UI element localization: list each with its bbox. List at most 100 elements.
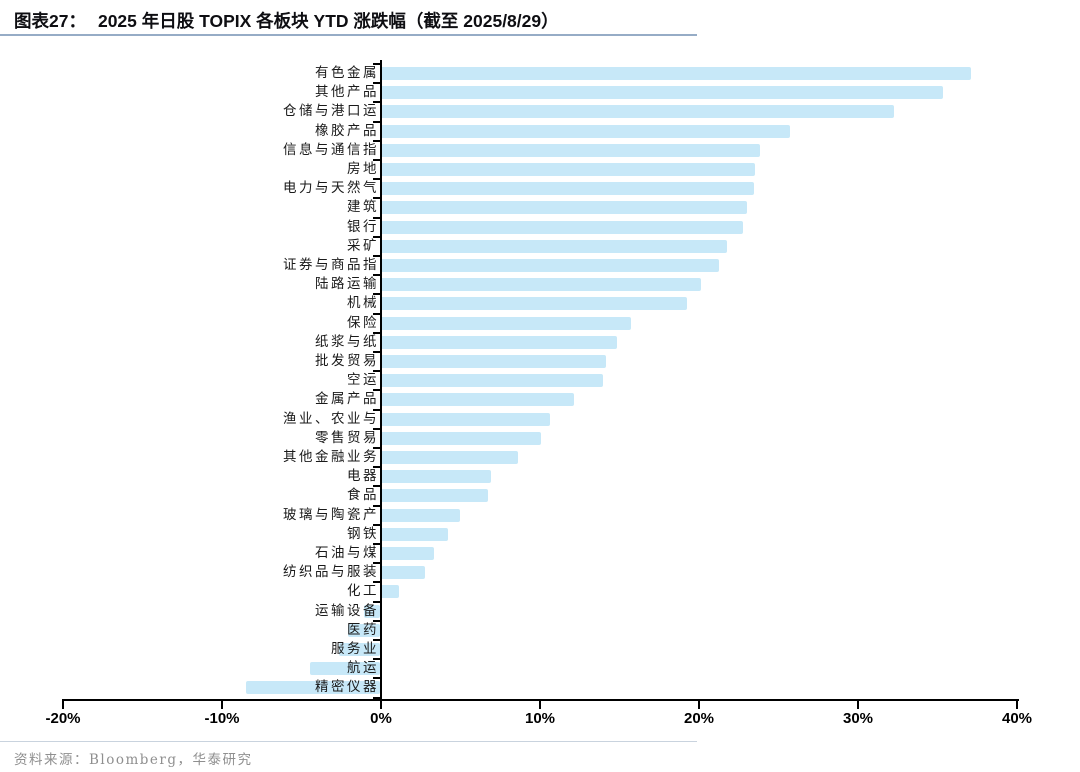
bar-row: 建筑 [63,198,1017,217]
bar [310,662,380,676]
category-tick [373,562,380,565]
bar [380,278,702,292]
bar-row: 渔业、农业与 [63,410,1017,429]
category-tick [373,408,380,411]
x-axis-tick [62,701,64,709]
bar-row: 纺织品与服装 [63,563,1017,582]
bar-row: 证券与商品指 [63,256,1017,275]
category-tick [373,351,380,353]
bar [380,105,894,119]
bar-row: 陆路运输 [63,275,1017,294]
category-tick [373,427,380,430]
bar [380,86,943,100]
category-tick [373,235,380,238]
bar [380,527,449,541]
category-label: 建筑 [347,199,379,216]
x-axis-tick-label: -20% [45,710,81,727]
category-label: 电器 [347,468,379,485]
category-tick [373,523,380,526]
bar-row: 仓储与港口运 [63,102,1017,121]
category-tick [373,255,380,257]
bar-row: 金属产品 [63,390,1017,409]
category-label: 石油与煤 [315,545,379,561]
category-tick [373,120,380,123]
category-label: 批发贸易 [315,353,379,369]
category-label: 电力与天然气 [283,180,379,197]
category-tick [373,216,380,219]
category-tick [373,600,380,603]
category-tick [373,331,380,334]
bar [380,355,606,368]
bar [364,604,380,618]
category-label: 化工 [347,583,379,600]
category-tick [373,543,380,545]
x-axis-tick-label: 40% [1001,710,1033,727]
bar-row: 化工 [63,582,1017,601]
category-tick [373,485,380,488]
bar [338,643,380,656]
category-tick [373,619,380,622]
x-axis-tick-label: 30% [842,710,874,727]
category-label: 食品 [347,487,379,504]
x-axis-tick-label: 0% [370,710,392,727]
bar-row: 纸浆与纸 [63,333,1017,352]
bar [380,489,489,503]
bar [380,163,756,176]
bar-row: 零售贸易 [63,429,1017,448]
bar [380,143,760,157]
category-label: 仓储与港口运 [283,103,379,120]
bar [380,547,435,560]
bar [380,508,460,522]
bar [380,470,492,484]
category-label: 纸浆与纸 [315,333,379,350]
bar [380,124,791,138]
category-label: 陆路运输 [315,276,379,293]
x-axis-tick [539,701,541,709]
bar [380,585,400,599]
category-tick [373,139,380,142]
bar-row: 精密仪器 [63,678,1017,697]
x-axis-tick [698,701,700,709]
category-tick [373,581,380,584]
bar [380,201,748,215]
plot-area: 有色金属 其他产品 仓储与港口运 橡胶产品 信息与通信指 房地 电力与天然气 建筑 银行 采矿 证券… [63,60,1017,700]
bar-row: 空运 [63,371,1017,390]
category-label: 信息与通信指 [283,141,379,158]
x-axis-tick-label: 10% [524,710,556,727]
category-label: 证券与商品指 [283,257,379,273]
category-tick [373,639,380,641]
bar-row: 电器 [63,467,1017,486]
category-label: 医药 [347,621,379,638]
category-tick [373,658,380,661]
category-tick [373,178,380,181]
bar [380,220,743,234]
category-tick [373,82,380,85]
bar [380,182,754,196]
category-label: 金属产品 [315,391,379,408]
category-tick [373,63,380,65]
source-note: 资料来源：Bloomberg，华泰研究 [14,752,253,768]
category-tick [373,159,380,161]
bar-row: 航运 [63,659,1017,678]
footer-divider [0,741,697,742]
bar-row: 批发贸易 [63,352,1017,371]
category-label: 橡胶产品 [315,122,379,139]
category-tick [373,101,380,104]
category-tick [373,504,380,507]
bar [348,623,380,637]
category-label: 渔业、农业与 [283,410,379,427]
zero-axis-line [380,60,382,700]
category-tick [373,447,380,449]
category-tick [373,389,380,392]
bar-row: 机械 [63,294,1017,313]
category-label: 精密仪器 [315,679,379,696]
bar-row: 信息与通信指 [63,141,1017,160]
x-axis-tick-label: -10% [204,710,240,727]
bar-row: 有色金属 [63,64,1017,83]
bar [380,67,972,80]
bar-row: 房地 [63,160,1017,179]
category-tick [373,696,380,699]
category-tick [373,293,380,296]
category-label: 纺织品与服装 [283,564,379,581]
bar-row: 保险 [63,314,1017,333]
